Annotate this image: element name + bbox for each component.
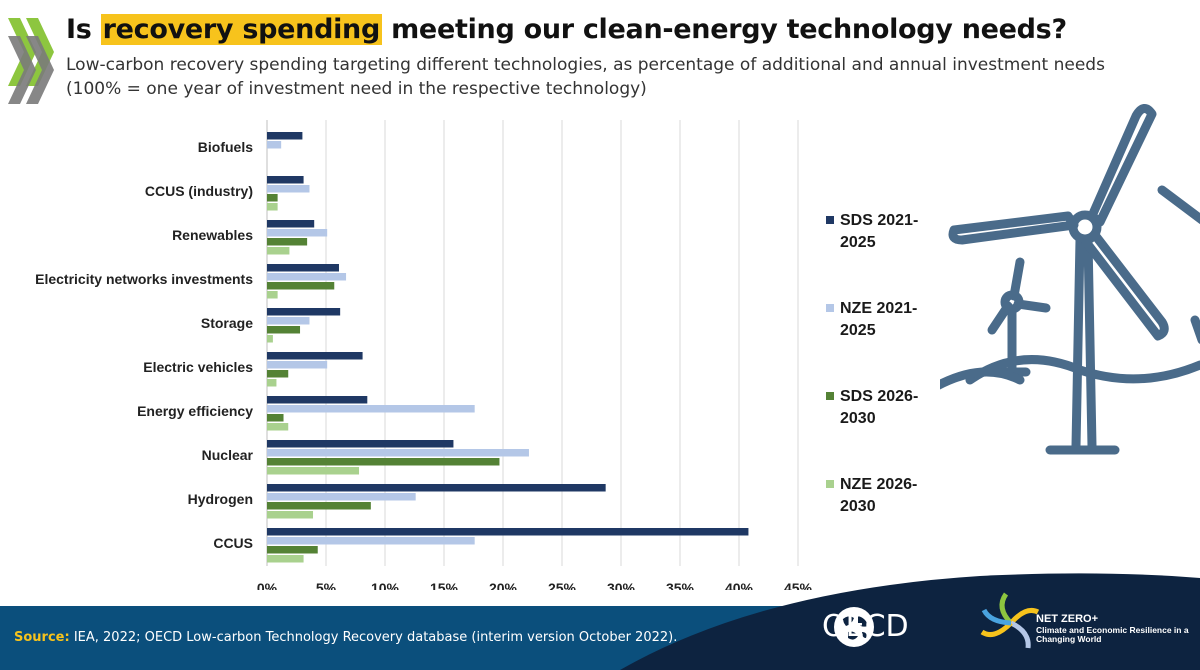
bar: [267, 317, 310, 325]
category-label: Renewables: [172, 227, 253, 243]
bar: [267, 247, 290, 255]
bar: [267, 326, 301, 334]
bar: [267, 238, 308, 246]
category-label: Electric vehicles: [143, 359, 253, 375]
wind-turbine-icon: [940, 104, 1200, 455]
legend-label: NZE 2026- 2030: [840, 476, 918, 515]
netzero-subtitle: Climate and Economic Resilience in a Cha…: [1036, 625, 1189, 644]
netzero-swirl-icon: [980, 592, 1040, 649]
category-label: Electricity networks investments: [35, 271, 253, 287]
globe-icon: [834, 607, 874, 647]
x-tick-label: 25%: [548, 580, 577, 590]
x-tick-label: 30%: [607, 580, 636, 590]
x-tick-label: 35%: [666, 580, 695, 590]
bar: [267, 467, 360, 475]
bar: [267, 220, 315, 228]
category-label: CCUS: [213, 535, 253, 551]
chevron-right-icon: [8, 18, 54, 104]
legend-swatch: [826, 216, 834, 224]
bar: [267, 352, 363, 360]
bar: [267, 405, 475, 413]
title-highlight: recovery spending: [100, 14, 382, 45]
category-label: Hydrogen: [188, 491, 253, 507]
bar: [267, 511, 314, 519]
bar: [267, 229, 328, 237]
bar: [267, 264, 339, 272]
bar: [267, 273, 347, 281]
category-label: CCUS (industry): [145, 183, 253, 199]
legend-swatch: [826, 392, 834, 400]
bar: [267, 203, 278, 211]
bar: [267, 282, 335, 290]
bar: [267, 185, 310, 193]
bar: [267, 308, 341, 316]
bar: [267, 423, 289, 431]
x-tick-label: 10%: [371, 580, 400, 590]
bar: [267, 484, 606, 492]
x-tick-label: 5%: [316, 580, 337, 590]
category-label: Biofuels: [198, 139, 253, 155]
legend-label: NZE 2021- 2025: [840, 300, 918, 339]
bar: [267, 370, 289, 378]
bar: [267, 176, 304, 184]
bar: [267, 141, 282, 149]
x-tick-label: 15%: [430, 580, 459, 590]
footer-band: [0, 573, 1200, 670]
bar: [267, 555, 304, 563]
bar: [267, 528, 749, 536]
bar: [267, 194, 278, 202]
page-title: Is recovery spending meeting our clean-e…: [66, 14, 1067, 45]
bar: [267, 132, 303, 140]
bar: [267, 458, 500, 466]
bar: [267, 361, 328, 369]
bar: [267, 291, 278, 299]
bar: [267, 440, 454, 448]
bar: [267, 449, 529, 457]
legend-swatch: [826, 304, 834, 312]
x-tick-label: 40%: [725, 580, 754, 590]
category-label: Nuclear: [202, 447, 254, 463]
netzero-title: NET ZERO+: [1036, 613, 1099, 625]
legend-swatch: [826, 480, 834, 488]
bar: [267, 414, 284, 422]
bar: [267, 546, 318, 554]
bar: [267, 379, 277, 387]
bar: [267, 537, 475, 545]
bar: [267, 493, 416, 501]
oecd-logo-text: OECD: [822, 609, 909, 644]
x-tick-label: 45%: [784, 580, 813, 590]
bar-chart: Biofuels CCUS (industry) Renewables Electri…: [35, 120, 813, 590]
bar: [267, 502, 371, 510]
bar: [267, 335, 273, 343]
category-label: Storage: [201, 315, 253, 331]
legend-label: SDS 2021- 2025: [840, 212, 919, 251]
x-tick-label: 20%: [489, 580, 518, 590]
bar: [267, 396, 368, 404]
x-tick-label: 0%: [257, 580, 278, 590]
page-subtitle: Low-carbon recovery spending targeting d…: [66, 55, 1105, 99]
source-note: Source: IEA, 2022; OECD Low-carbon Techn…: [14, 630, 678, 645]
legend-label: SDS 2026- 2030: [840, 388, 919, 427]
category-label: Energy efficiency: [137, 403, 253, 419]
